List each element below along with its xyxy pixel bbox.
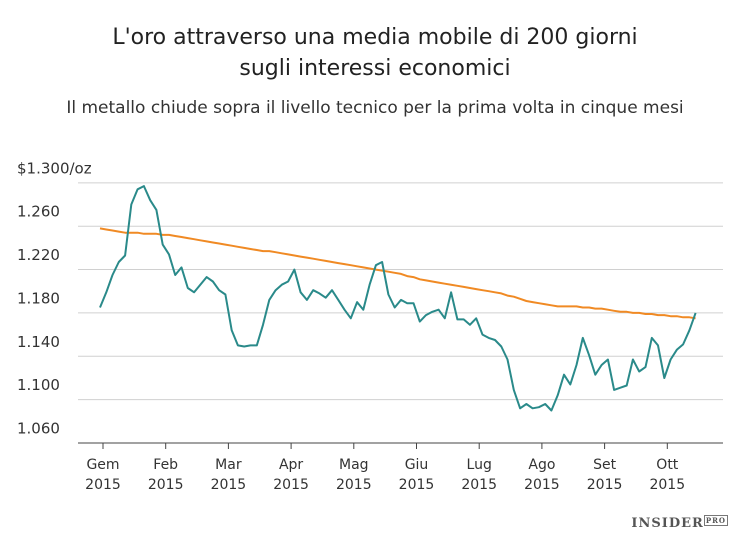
- source-badge: PRO: [703, 515, 728, 526]
- y-tick-label: 1.260: [17, 203, 60, 221]
- y-tick-label: 1.220: [17, 246, 60, 264]
- y-tick-label: 1.180: [17, 289, 60, 307]
- x-tick-label: Ott 2015: [649, 457, 686, 493]
- y-tick-label: 1.060: [17, 420, 60, 438]
- y-tick-label: 1.100: [17, 376, 60, 394]
- x-tick-label: Ago 2015: [524, 457, 560, 493]
- x-tick-label: Gem 2015: [85, 457, 121, 493]
- y-tick-label: 1.140: [17, 333, 60, 351]
- x-tick-label: Mag 2015: [335, 457, 372, 493]
- chart-subtitle: Il metallo chiude sopra il livello tecni…: [66, 98, 684, 118]
- x-tick-label: Set 2015: [586, 457, 623, 493]
- x-tick-label: Feb 2015: [147, 457, 184, 493]
- x-tick-label: Apr 2015: [273, 457, 309, 493]
- chart-title: L'oro attraverso una media mobile di 200…: [112, 25, 638, 81]
- source-name: INSIDER: [631, 516, 704, 531]
- x-tick-label: Mar 2015: [210, 457, 247, 493]
- line-series: [99, 185, 697, 412]
- source: INSIDER PRO: [631, 515, 728, 531]
- x-tick-label: Lug 2015: [461, 457, 497, 493]
- y-tick-label: $1.300/oz: [17, 159, 92, 177]
- x-tick-label: Giu 2015: [398, 457, 435, 493]
- line-series: [99, 227, 696, 320]
